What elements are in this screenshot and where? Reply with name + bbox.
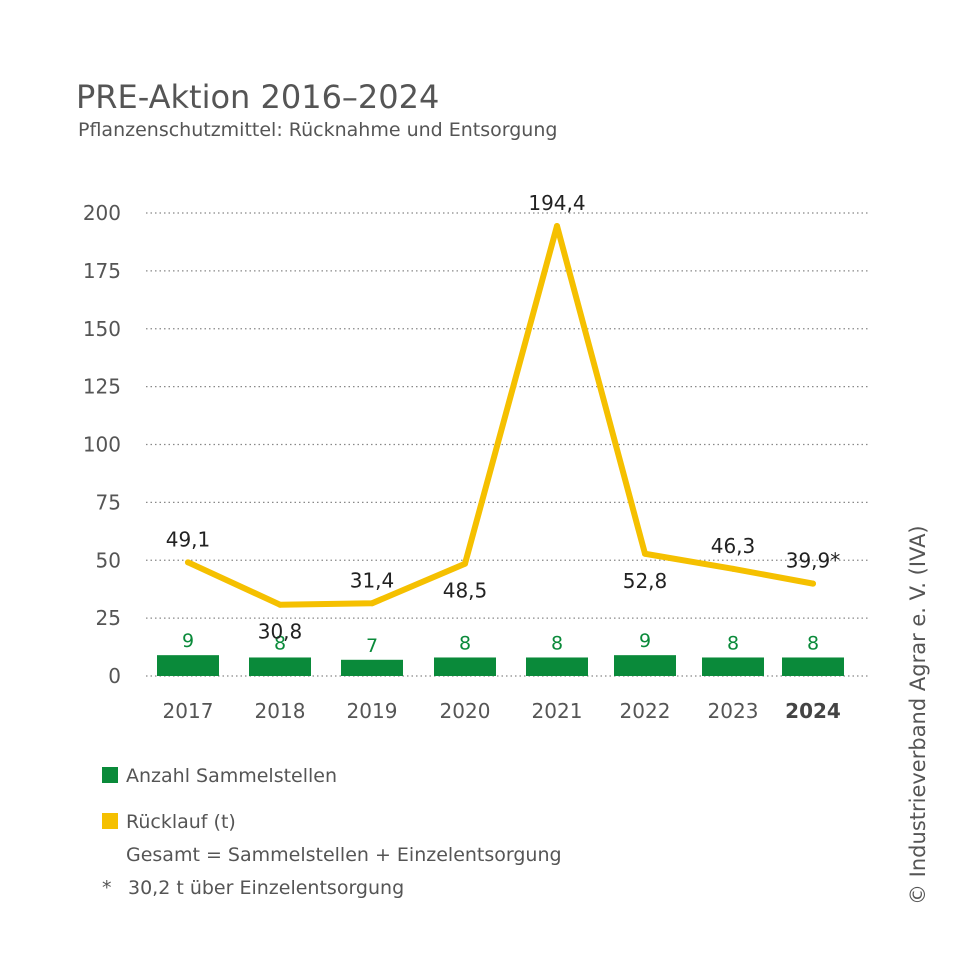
line-value-label: 194,4 <box>528 191 585 215</box>
bar-value-label: 8 <box>551 632 563 654</box>
footnote-text: 30,2 t über Einzelentsorgung <box>128 877 405 899</box>
line-point <box>462 560 468 567</box>
gridlines <box>146 212 870 677</box>
y-tick-label: 175 <box>83 259 121 283</box>
legend-swatch-bars <box>102 767 118 783</box>
line-point <box>730 565 736 572</box>
bar <box>782 657 844 676</box>
line-value-label: 30,8 <box>258 620 303 644</box>
bar <box>702 657 764 676</box>
y-tick-label: 75 <box>96 490 121 514</box>
legend-sublabel-line: Gesamt = Sammelstellen + Einzelentsorgun… <box>126 844 562 866</box>
legend-item-line: Rücklauf (t) <box>102 811 236 833</box>
x-tick-label: 2023 <box>708 699 759 723</box>
line-path <box>185 222 816 608</box>
bar-value-label: 9 <box>639 630 651 652</box>
bar <box>526 657 588 676</box>
y-tick-label: 200 <box>83 201 121 225</box>
x-tick-label: 2024 <box>785 699 841 723</box>
copyright-notice: © Industrieverband Agrar e. V. (IVA) <box>906 525 930 905</box>
bar-value-label: 8 <box>459 632 471 654</box>
bar-series: 9 8 7 8 8 9 8 8 <box>157 630 844 676</box>
footnote-marker: * <box>102 877 112 899</box>
line-point <box>642 550 648 557</box>
x-tick-label: 2017 <box>163 699 214 723</box>
bar <box>614 655 676 676</box>
chart-title: PRE-Aktion 2016–2024 <box>76 78 440 116</box>
line-series: 49,1 30,8 31,4 48,5 194,4 52,8 46,3 39,9* <box>166 191 841 644</box>
x-tick-label: 2022 <box>620 699 671 723</box>
y-tick-label: 0 <box>108 664 121 688</box>
y-axis: 0 25 50 75 100 125 150 175 200 <box>83 201 121 688</box>
x-tick-label: 2020 <box>440 699 491 723</box>
x-axis: 2017 2018 2019 2020 2021 2022 2023 2024 <box>163 699 841 723</box>
x-tick-label: 2021 <box>532 699 583 723</box>
line-point <box>554 222 560 229</box>
line-value-label: 31,4 <box>350 568 395 592</box>
bar-value-label: 7 <box>366 635 378 657</box>
footnote: * 30,2 t über Einzelentsorgung <box>102 877 404 899</box>
bar <box>341 659 403 676</box>
bar <box>434 657 496 676</box>
bar-value-label: 9 <box>182 630 194 652</box>
line-value-label: 39,9* <box>786 549 841 573</box>
y-tick-label: 100 <box>83 433 121 457</box>
y-tick-label: 50 <box>96 548 121 572</box>
legend-label-line: Rücklauf (t) <box>126 811 236 833</box>
line-value-label: 48,5 <box>443 579 488 603</box>
y-tick-label: 150 <box>83 317 121 341</box>
legend-item-bars: Anzahl Sammelstellen <box>102 765 337 787</box>
line-point <box>810 580 816 587</box>
line-point <box>277 601 283 608</box>
y-tick-label: 25 <box>96 606 121 630</box>
bar <box>249 657 311 676</box>
bar <box>157 655 219 676</box>
line-point <box>185 559 191 566</box>
line-value-label: 52,8 <box>623 569 668 593</box>
x-tick-label: 2018 <box>255 699 306 723</box>
line-value-label: 46,3 <box>711 534 756 558</box>
bar-value-label: 8 <box>807 632 819 654</box>
x-tick-label: 2019 <box>347 699 398 723</box>
legend-label-bars: Anzahl Sammelstellen <box>126 765 338 787</box>
line-value-label: 49,1 <box>166 527 211 551</box>
line-point <box>369 600 375 607</box>
bar-value-label: 8 <box>727 632 739 654</box>
legend-swatch-line <box>102 813 118 829</box>
chart-subtitle: Pflanzenschutzmittel: Rücknahme und Ents… <box>78 119 558 141</box>
bar-value-label: 8 <box>274 632 286 654</box>
y-tick-label: 125 <box>83 375 121 399</box>
